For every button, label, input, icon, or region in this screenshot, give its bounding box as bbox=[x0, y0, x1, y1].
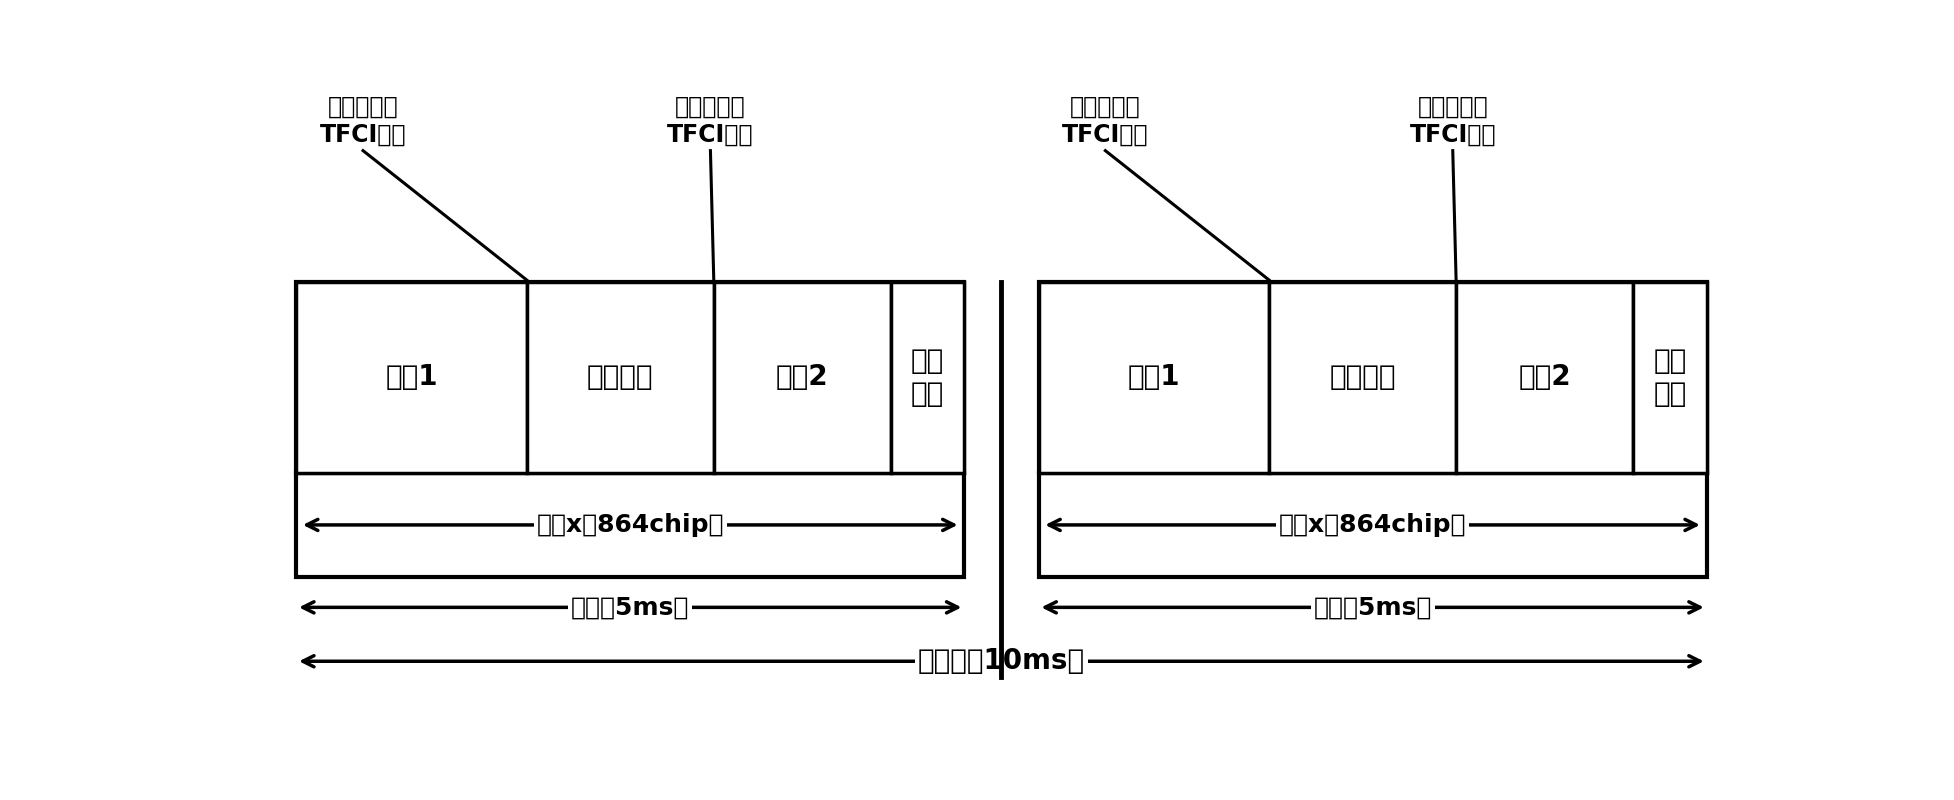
Text: 训练序列: 训练序列 bbox=[1329, 363, 1395, 391]
Bar bbox=[1456, 282, 1634, 474]
Text: 数据2: 数据2 bbox=[1518, 363, 1571, 391]
Bar bbox=[713, 282, 891, 474]
Text: 第三部分的
TFCI信息: 第三部分的 TFCI信息 bbox=[1063, 95, 1149, 146]
Text: 训练序列: 训练序列 bbox=[586, 363, 653, 391]
Bar bbox=[1038, 282, 1268, 474]
Text: 无线帧（10ms）: 无线帧（10ms） bbox=[918, 647, 1084, 675]
Bar bbox=[891, 282, 965, 474]
Bar bbox=[297, 474, 965, 577]
Bar bbox=[1038, 282, 1706, 474]
Text: 时隙x（864chip）: 时隙x（864chip） bbox=[537, 513, 725, 537]
Text: 数据1: 数据1 bbox=[1127, 363, 1180, 391]
Text: 保护
时隙: 保护 时隙 bbox=[1653, 347, 1686, 408]
Text: 保护
时隙: 保护 时隙 bbox=[911, 347, 944, 408]
Text: 第一部分的
TFCI信息: 第一部分的 TFCI信息 bbox=[320, 95, 406, 146]
Bar bbox=[297, 282, 965, 474]
Bar bbox=[1038, 474, 1706, 577]
Text: 数据1: 数据1 bbox=[385, 363, 438, 391]
Bar bbox=[1268, 282, 1456, 474]
Bar bbox=[1634, 282, 1706, 474]
Text: 第二部分的
TFCI信息: 第二部分的 TFCI信息 bbox=[666, 95, 754, 146]
Bar bbox=[528, 282, 713, 474]
Text: 第四部分的
TFCI信息: 第四部分的 TFCI信息 bbox=[1409, 95, 1497, 146]
Bar bbox=[297, 282, 528, 474]
Text: 子帧（5ms）: 子帧（5ms） bbox=[571, 595, 690, 619]
Text: 数据2: 数据2 bbox=[776, 363, 828, 391]
Text: 子帧（5ms）: 子帧（5ms） bbox=[1313, 595, 1432, 619]
Text: 时隙x（864chip）: 时隙x（864chip） bbox=[1278, 513, 1466, 537]
